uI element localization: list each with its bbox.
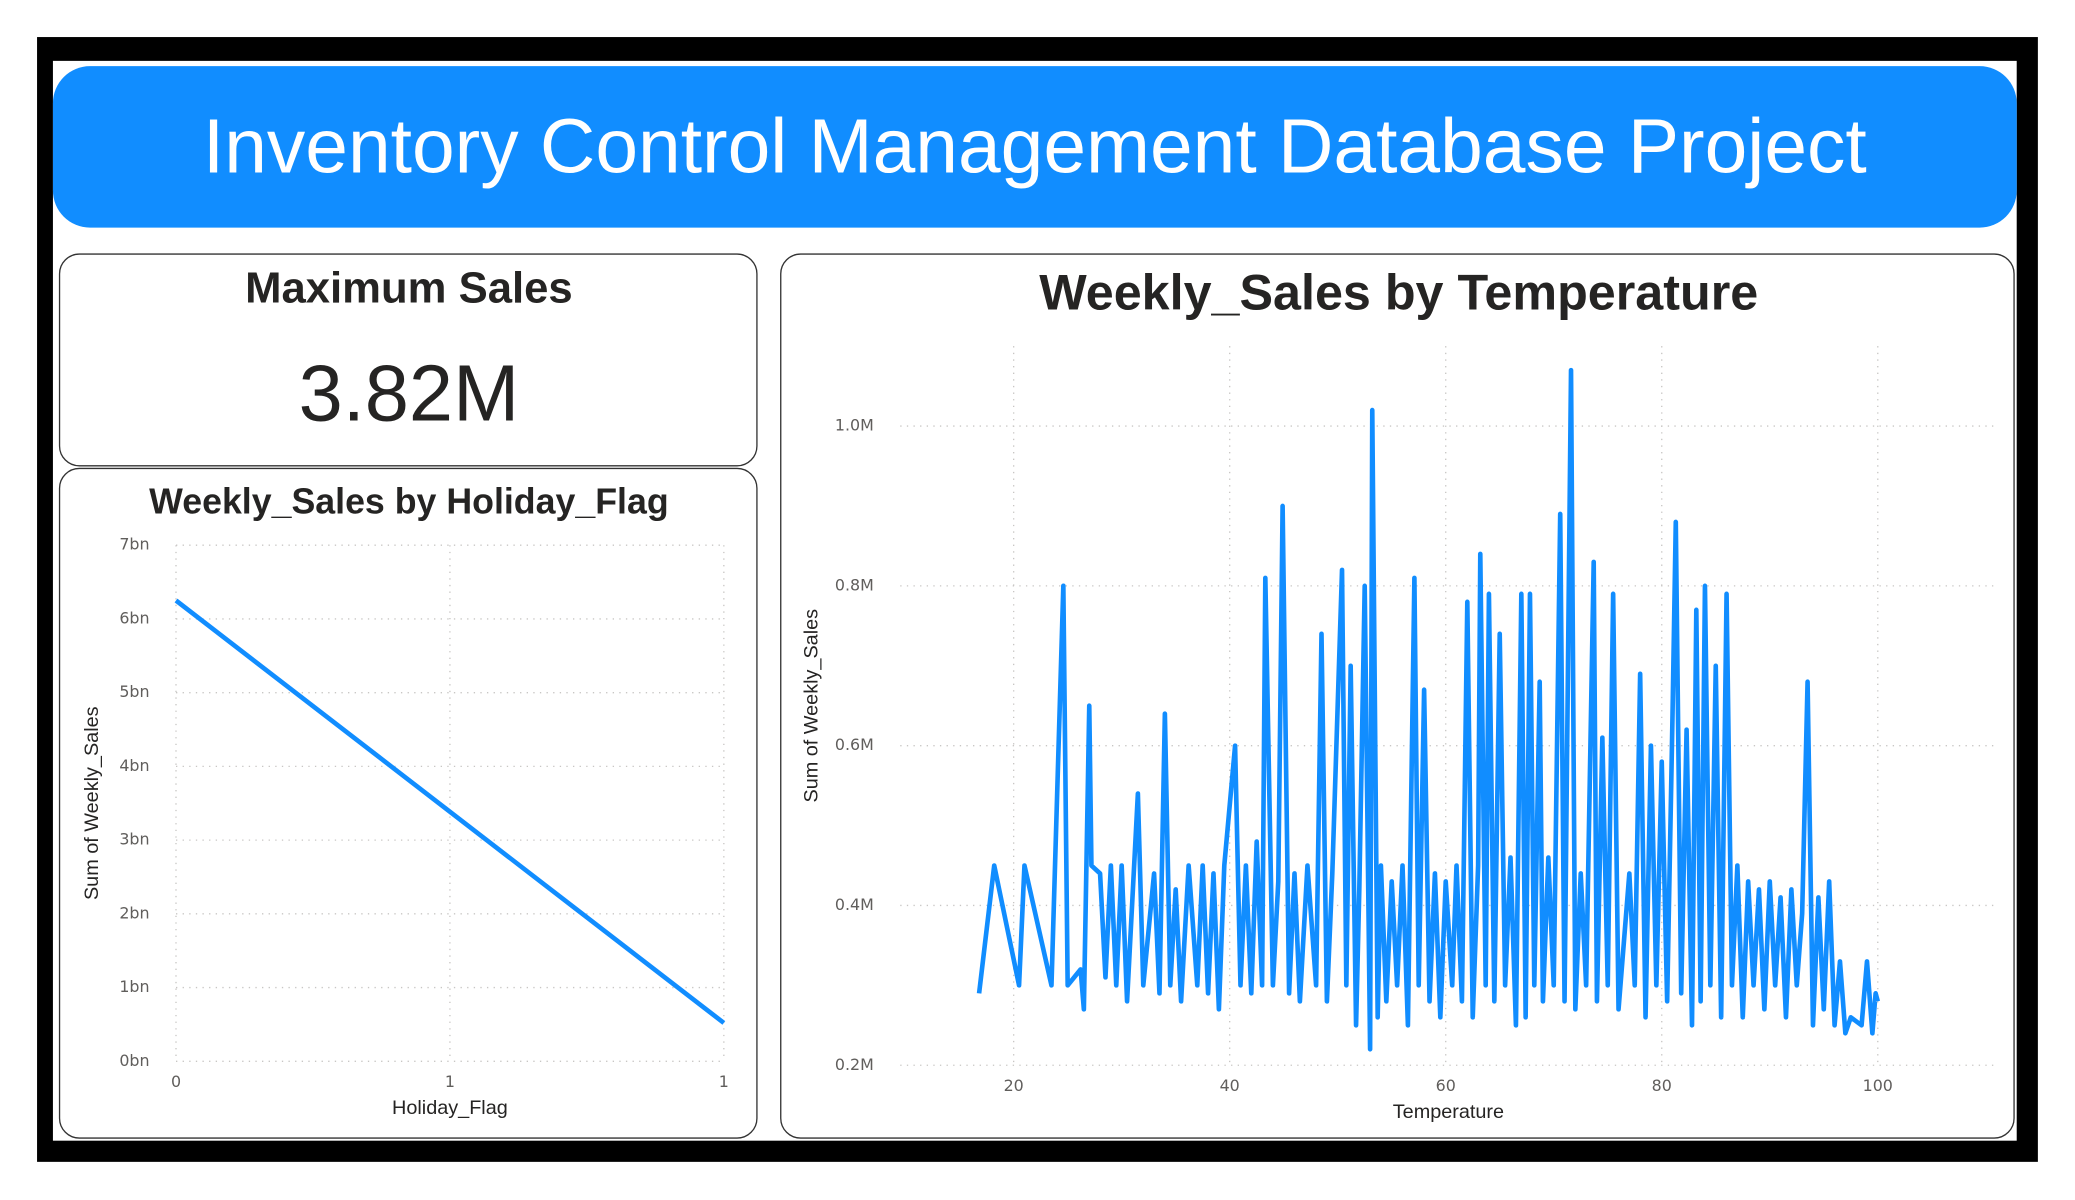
y-tick-label: 0.8M <box>835 575 874 594</box>
x-tick-label: 40 <box>1220 1076 1240 1095</box>
page-title: Inventory Control Management Database Pr… <box>203 104 1867 189</box>
y-tick-label: 7bn <box>119 535 149 554</box>
y-tick-label: 3bn <box>119 830 149 849</box>
x-tick-label: 1 <box>445 1072 455 1091</box>
y-tick-label: 0bn <box>119 1051 149 1070</box>
x-tick-label: 0 <box>171 1072 181 1091</box>
y-tick-label: 0.2M <box>835 1055 874 1074</box>
kpi-title: Maximum Sales <box>245 264 573 313</box>
title-bar <box>52 66 2017 228</box>
y-tick-label: 1.0M <box>835 416 874 435</box>
kpi-card <box>58 253 758 467</box>
chart-card <box>58 467 758 1139</box>
kpi-value: 3.82M <box>299 349 520 438</box>
y-tick-label: 5bn <box>119 682 149 701</box>
y-tick-label: 2bn <box>119 903 149 922</box>
y-tick-label: 4bn <box>119 756 149 775</box>
y-tick-label: 1bn <box>119 977 149 996</box>
line <box>174 598 726 1025</box>
chart-title: Weekly_Sales by Temperature <box>1039 264 1758 321</box>
x-tick-label: 80 <box>1652 1076 1672 1095</box>
x-tick-label: 100 <box>1863 1076 1893 1095</box>
y-tick-label: 6bn <box>119 608 149 627</box>
y-axis-label: Sum of Weekly_Sales <box>81 706 103 900</box>
x-axis-label: Temperature <box>1393 1101 1504 1123</box>
y-tick-label: 0.6M <box>835 735 874 754</box>
chart-card <box>780 253 2015 1139</box>
chart-title: Weekly_Sales by Holiday_Flag <box>149 482 669 522</box>
x-tick-label: 20 <box>1004 1076 1024 1095</box>
line <box>976 367 1881 1052</box>
x-tick-label: 1 <box>719 1072 729 1091</box>
x-axis-label: Holiday_Flag <box>392 1097 508 1119</box>
y-axis-label: Sum of Weekly_Sales <box>801 609 823 803</box>
y-tick-label: 0.4M <box>835 895 874 914</box>
x-tick-label: 60 <box>1436 1076 1456 1095</box>
